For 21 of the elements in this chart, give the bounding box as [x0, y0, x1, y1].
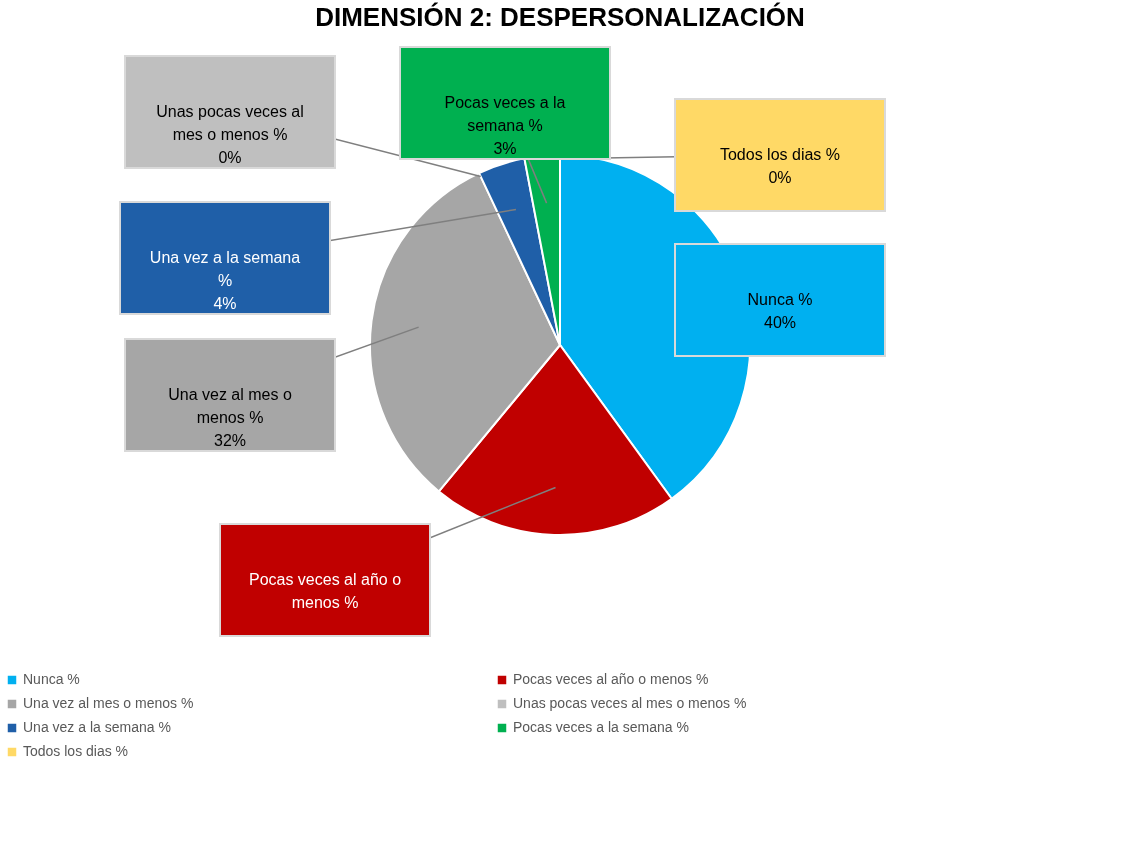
- data-label: 3%: [493, 140, 517, 157]
- text: 0%: [218, 149, 242, 166]
- legend-label: Pocas veces al año o menos %: [513, 671, 709, 687]
- slice-label: Nunca %: [747, 291, 813, 308]
- legend-label: Unas pocas veces al mes o menos %: [513, 695, 747, 711]
- slice-label: Pocas veces a la semana %: [444, 94, 566, 134]
- legend-label: Una vez al mes o menos %: [23, 695, 194, 711]
- legend-label: Una vez a la semana %: [23, 719, 171, 735]
- text: 0%: [768, 169, 792, 186]
- slice-label: Pocas veces al año o menos %: [248, 571, 402, 611]
- category-label: Todos los dias %: [719, 146, 841, 163]
- category-label: Unas pocas veces al mes o menos %: [156, 103, 304, 143]
- data-label: 40%: [763, 314, 797, 331]
- legend-label: Todos los dias %: [23, 743, 129, 759]
- slice-label: Una vez a la semana %: [149, 249, 301, 289]
- slice-label: Una vez al mes o menos %: [168, 386, 292, 426]
- chart-title: DIMENSIÓN 2: DESPERSONALIZACIÓN: [315, 2, 805, 32]
- data-label: 4%: [213, 295, 237, 312]
- legend-label: Nunca %: [23, 671, 80, 687]
- legend-label: Pocas veces a la semana %: [513, 719, 689, 735]
- data-label: 32%: [213, 432, 247, 449]
